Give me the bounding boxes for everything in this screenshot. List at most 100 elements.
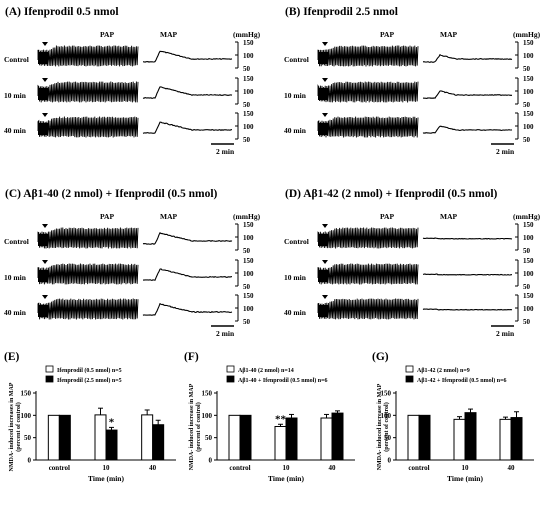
panel-title-G: (G) <box>372 351 389 363</box>
bar <box>47 414 60 461</box>
scale-tick-label: 100 <box>523 52 534 60</box>
scale-tick-label: 50 <box>523 101 531 109</box>
row-label: 10 min <box>284 273 307 282</box>
scale-tick-label: 150 <box>243 257 254 265</box>
scale-tick-label: 100 <box>523 123 534 131</box>
map-trace <box>422 273 512 276</box>
row-label: 40 min <box>4 126 27 135</box>
panel-title-B: (B) Ifenprodil 2.5 nmol <box>285 6 398 18</box>
x-tick-label: control <box>229 464 250 472</box>
legend-label: Aβ1-42 + Ifenprodil (0.5 nmol) n=6 <box>417 377 507 384</box>
legend-swatch <box>405 365 414 373</box>
time-scale-label: 2 min <box>216 147 235 156</box>
pap-trace <box>37 45 139 67</box>
pap-trace-baseline <box>38 88 48 100</box>
map-trace <box>142 231 233 245</box>
bar <box>94 414 107 461</box>
pap-trace <box>317 298 419 320</box>
x-tick-label: 40 <box>508 464 516 472</box>
injection-marker <box>42 78 48 82</box>
scale-tick-label: 50 <box>523 318 531 326</box>
map-label: MAP <box>440 30 457 39</box>
pap-trace <box>317 263 419 285</box>
x-tick-label: 10 <box>103 464 111 472</box>
y-tick-label: 100 <box>381 412 392 420</box>
map-trace <box>142 86 233 99</box>
scale-tick-label: 50 <box>523 136 531 144</box>
bar <box>499 418 512 461</box>
x-tick-label: 40 <box>329 464 337 472</box>
pap-trace <box>37 298 139 320</box>
y-tick-label: 50 <box>24 434 32 442</box>
pap-trace-baseline <box>38 305 48 317</box>
bar-chart-G: (G) Aβ1-42 (2 nmol) n=9 Aβ1-42 + Ifenprodi… <box>372 351 534 483</box>
scale-tick-label: 100 <box>243 270 254 278</box>
pap-label: PAP <box>100 212 114 221</box>
y-tick-label: 150 <box>21 390 32 398</box>
injection-marker <box>322 260 328 264</box>
scale-tick-label: 100 <box>523 88 534 96</box>
y-tick-label: 50 <box>205 434 213 442</box>
injection-marker <box>42 224 48 228</box>
x-axis-label: Time (min) <box>88 474 124 483</box>
scale-tick-label: 150 <box>243 110 254 118</box>
trace-panel-B: (B) Ifenprodil 2.5 nmol PAP MAP (mmHg) Contr… <box>284 6 541 156</box>
bar <box>105 429 118 461</box>
map-trace <box>143 50 233 63</box>
bar-chart-E: (E) Ifenprodil (0.5 nmol) n=5 Ifenprodil (… <box>4 351 176 483</box>
significance-marker: ** <box>275 413 287 425</box>
map-trace <box>422 53 513 64</box>
y-tick-label: 0 <box>388 457 392 465</box>
bar <box>320 417 333 461</box>
y-tick-label: 150 <box>202 390 213 398</box>
map-trace <box>422 308 513 311</box>
scale-tick-label: 150 <box>523 75 534 83</box>
legend-swatch <box>226 365 235 373</box>
scale-tick-label: 150 <box>523 257 534 265</box>
map-label: MAP <box>440 212 457 221</box>
x-axis-label: Time (min) <box>447 474 483 483</box>
bar <box>228 414 241 461</box>
pap-trace <box>37 227 139 249</box>
bar <box>285 417 298 461</box>
pap-trace <box>317 116 419 138</box>
map-trace <box>422 125 513 134</box>
map-trace <box>142 302 233 316</box>
legend-label: Aβ1-42 (2 nmol) n=9 <box>417 367 470 374</box>
significance-marker: * <box>109 416 115 428</box>
scale-tick-label: 150 <box>523 110 534 118</box>
map-label: MAP <box>160 30 177 39</box>
scale-tick-label: 50 <box>243 318 251 326</box>
pap-trace-baseline <box>318 234 328 246</box>
injection-marker <box>42 295 48 299</box>
x-tick-label: control <box>408 464 429 472</box>
bar <box>58 414 71 461</box>
map-label: MAP <box>160 212 177 221</box>
injection-marker <box>42 260 48 264</box>
row-label: 40 min <box>284 126 307 135</box>
scale-tick-label: 100 <box>523 270 534 278</box>
bar <box>407 414 420 461</box>
row-label: Control <box>4 55 29 64</box>
row-label: Control <box>284 237 309 246</box>
bar <box>464 412 477 461</box>
row-label: 40 min <box>284 308 307 317</box>
map-trace <box>422 90 513 100</box>
unit-label: (mmHg) <box>233 30 261 39</box>
y-axis-label: (percent of control) <box>195 402 202 451</box>
legend-label: Ifenprodil (2.5 nmol) n=5 <box>57 377 122 384</box>
injection-marker <box>42 42 48 46</box>
injection-marker <box>322 78 328 82</box>
y-tick-label: 0 <box>28 457 32 465</box>
pap-trace <box>317 227 419 249</box>
legend-swatch <box>45 375 54 383</box>
x-tick-label: 10 <box>283 464 291 472</box>
panel-title-C: (C) Aβ1-40 (2 nmol) + Ifenprodil (0.5 nm… <box>5 188 218 200</box>
y-tick-label: 0 <box>209 457 213 465</box>
pap-trace <box>37 116 139 138</box>
panel-title-D: (D) Aβ1-42 (2 nmol) + Ifenprodil (0.5 nm… <box>285 188 498 200</box>
unit-label: (mmHg) <box>513 30 541 39</box>
scale-tick-label: 100 <box>523 234 534 242</box>
pap-trace-baseline <box>318 305 328 317</box>
